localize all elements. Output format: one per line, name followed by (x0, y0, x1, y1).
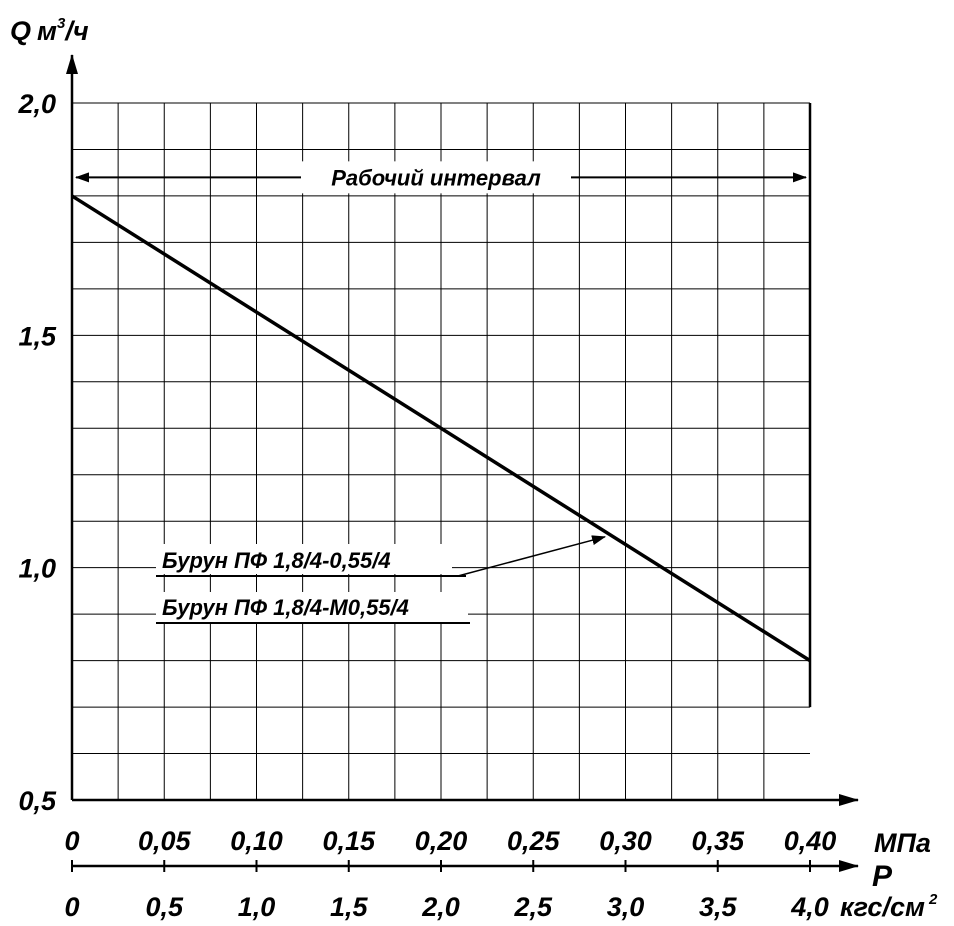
x-tick-label-kgs: 2,0 (421, 892, 460, 922)
x-tick-label-kgs: 1,5 (330, 892, 369, 922)
x-tick-label-mpa: 0,05 (138, 826, 192, 856)
tick-labels: 0,5 1,0 1,5 2,0 0 0 0,05 0,5 0,10 1,0 0,15 1,5 0,20 2… (17, 89, 836, 922)
working-interval-label-bg (301, 161, 571, 194)
x-tick-label-kgs: 0 (64, 892, 79, 922)
x-tick-label-kgs: 3,0 (607, 892, 645, 922)
x-axis-title-mpa: МПа (874, 828, 931, 858)
x-tick-label-mpa: 0,20 (415, 826, 468, 856)
axes (66, 54, 859, 872)
x-tick-label-mpa: 0,10 (230, 826, 283, 856)
x-tick-label-mpa: 0,35 (691, 826, 745, 856)
x-tick-label-kgs: 0,5 (145, 892, 184, 922)
x-tick-label-mpa: 0,40 (784, 826, 837, 856)
x-tick-label-mpa: 0,15 (322, 826, 376, 856)
series-label-bg-2 (156, 592, 468, 622)
series-label-bg-1 (156, 544, 452, 574)
x-tick-label-mpa: 0,25 (507, 826, 561, 856)
x-axis-title-kgs: кгс/см 2 (840, 891, 938, 922)
grid (72, 102, 812, 800)
y-tick-label: 1,0 (18, 554, 56, 584)
x-tick-label-kgs: 3,5 (699, 892, 738, 922)
working-interval-label: Рабочий интервал (331, 165, 541, 190)
x-tick-label-kgs: 2,5 (513, 892, 553, 922)
series-label-2: Бурун ПФ 1,8/4-М0,55/4 (162, 595, 409, 620)
x-tick-label-kgs: 4,0 (790, 892, 829, 922)
x-tick-label-mpa: 0 (64, 826, 79, 856)
series-layer (71, 194, 811, 663)
x-tick-label-mpa: 0,30 (599, 826, 652, 856)
y-tick-label: 0,5 (18, 786, 57, 816)
series-pointer-arrow (457, 535, 607, 577)
x-tick-label-kgs: 1,0 (238, 892, 276, 922)
x-axis-title-p: P (872, 860, 893, 893)
y-tick-label: 2,0 (17, 89, 56, 119)
series-label-1: Бурун ПФ 1,8/4-0,55/4 (162, 548, 391, 573)
y-tick-label: 1,5 (18, 321, 57, 351)
series-line (71, 194, 811, 663)
